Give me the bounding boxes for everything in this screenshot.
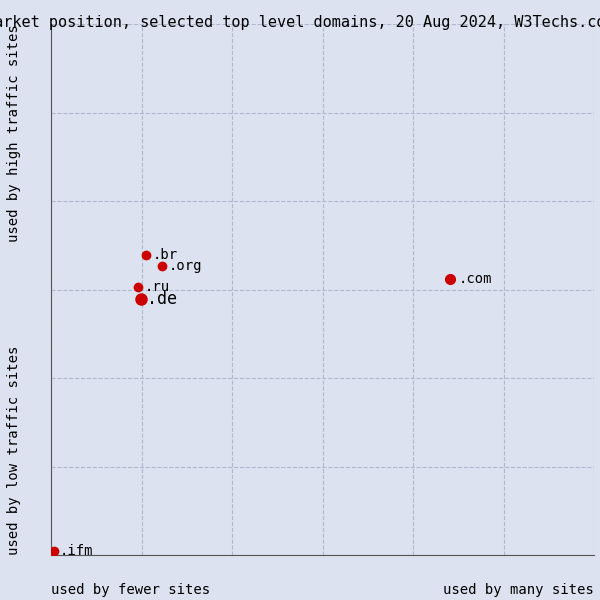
Text: .org: .org bbox=[169, 259, 202, 272]
Text: .de: .de bbox=[147, 290, 177, 308]
Text: used by many sites: used by many sites bbox=[443, 583, 594, 597]
Text: Market position, selected top level domains, 20 Aug 2024, W3Techs.com: Market position, selected top level doma… bbox=[0, 15, 600, 30]
Text: .ifm: .ifm bbox=[60, 544, 94, 558]
Text: .com: .com bbox=[458, 272, 492, 286]
Text: used by high traffic sites: used by high traffic sites bbox=[7, 24, 21, 242]
Text: used by fewer sites: used by fewer sites bbox=[51, 583, 210, 597]
Text: .br: .br bbox=[152, 248, 178, 262]
Text: used by low traffic sites: used by low traffic sites bbox=[7, 346, 21, 555]
Text: .ru: .ru bbox=[145, 280, 170, 294]
